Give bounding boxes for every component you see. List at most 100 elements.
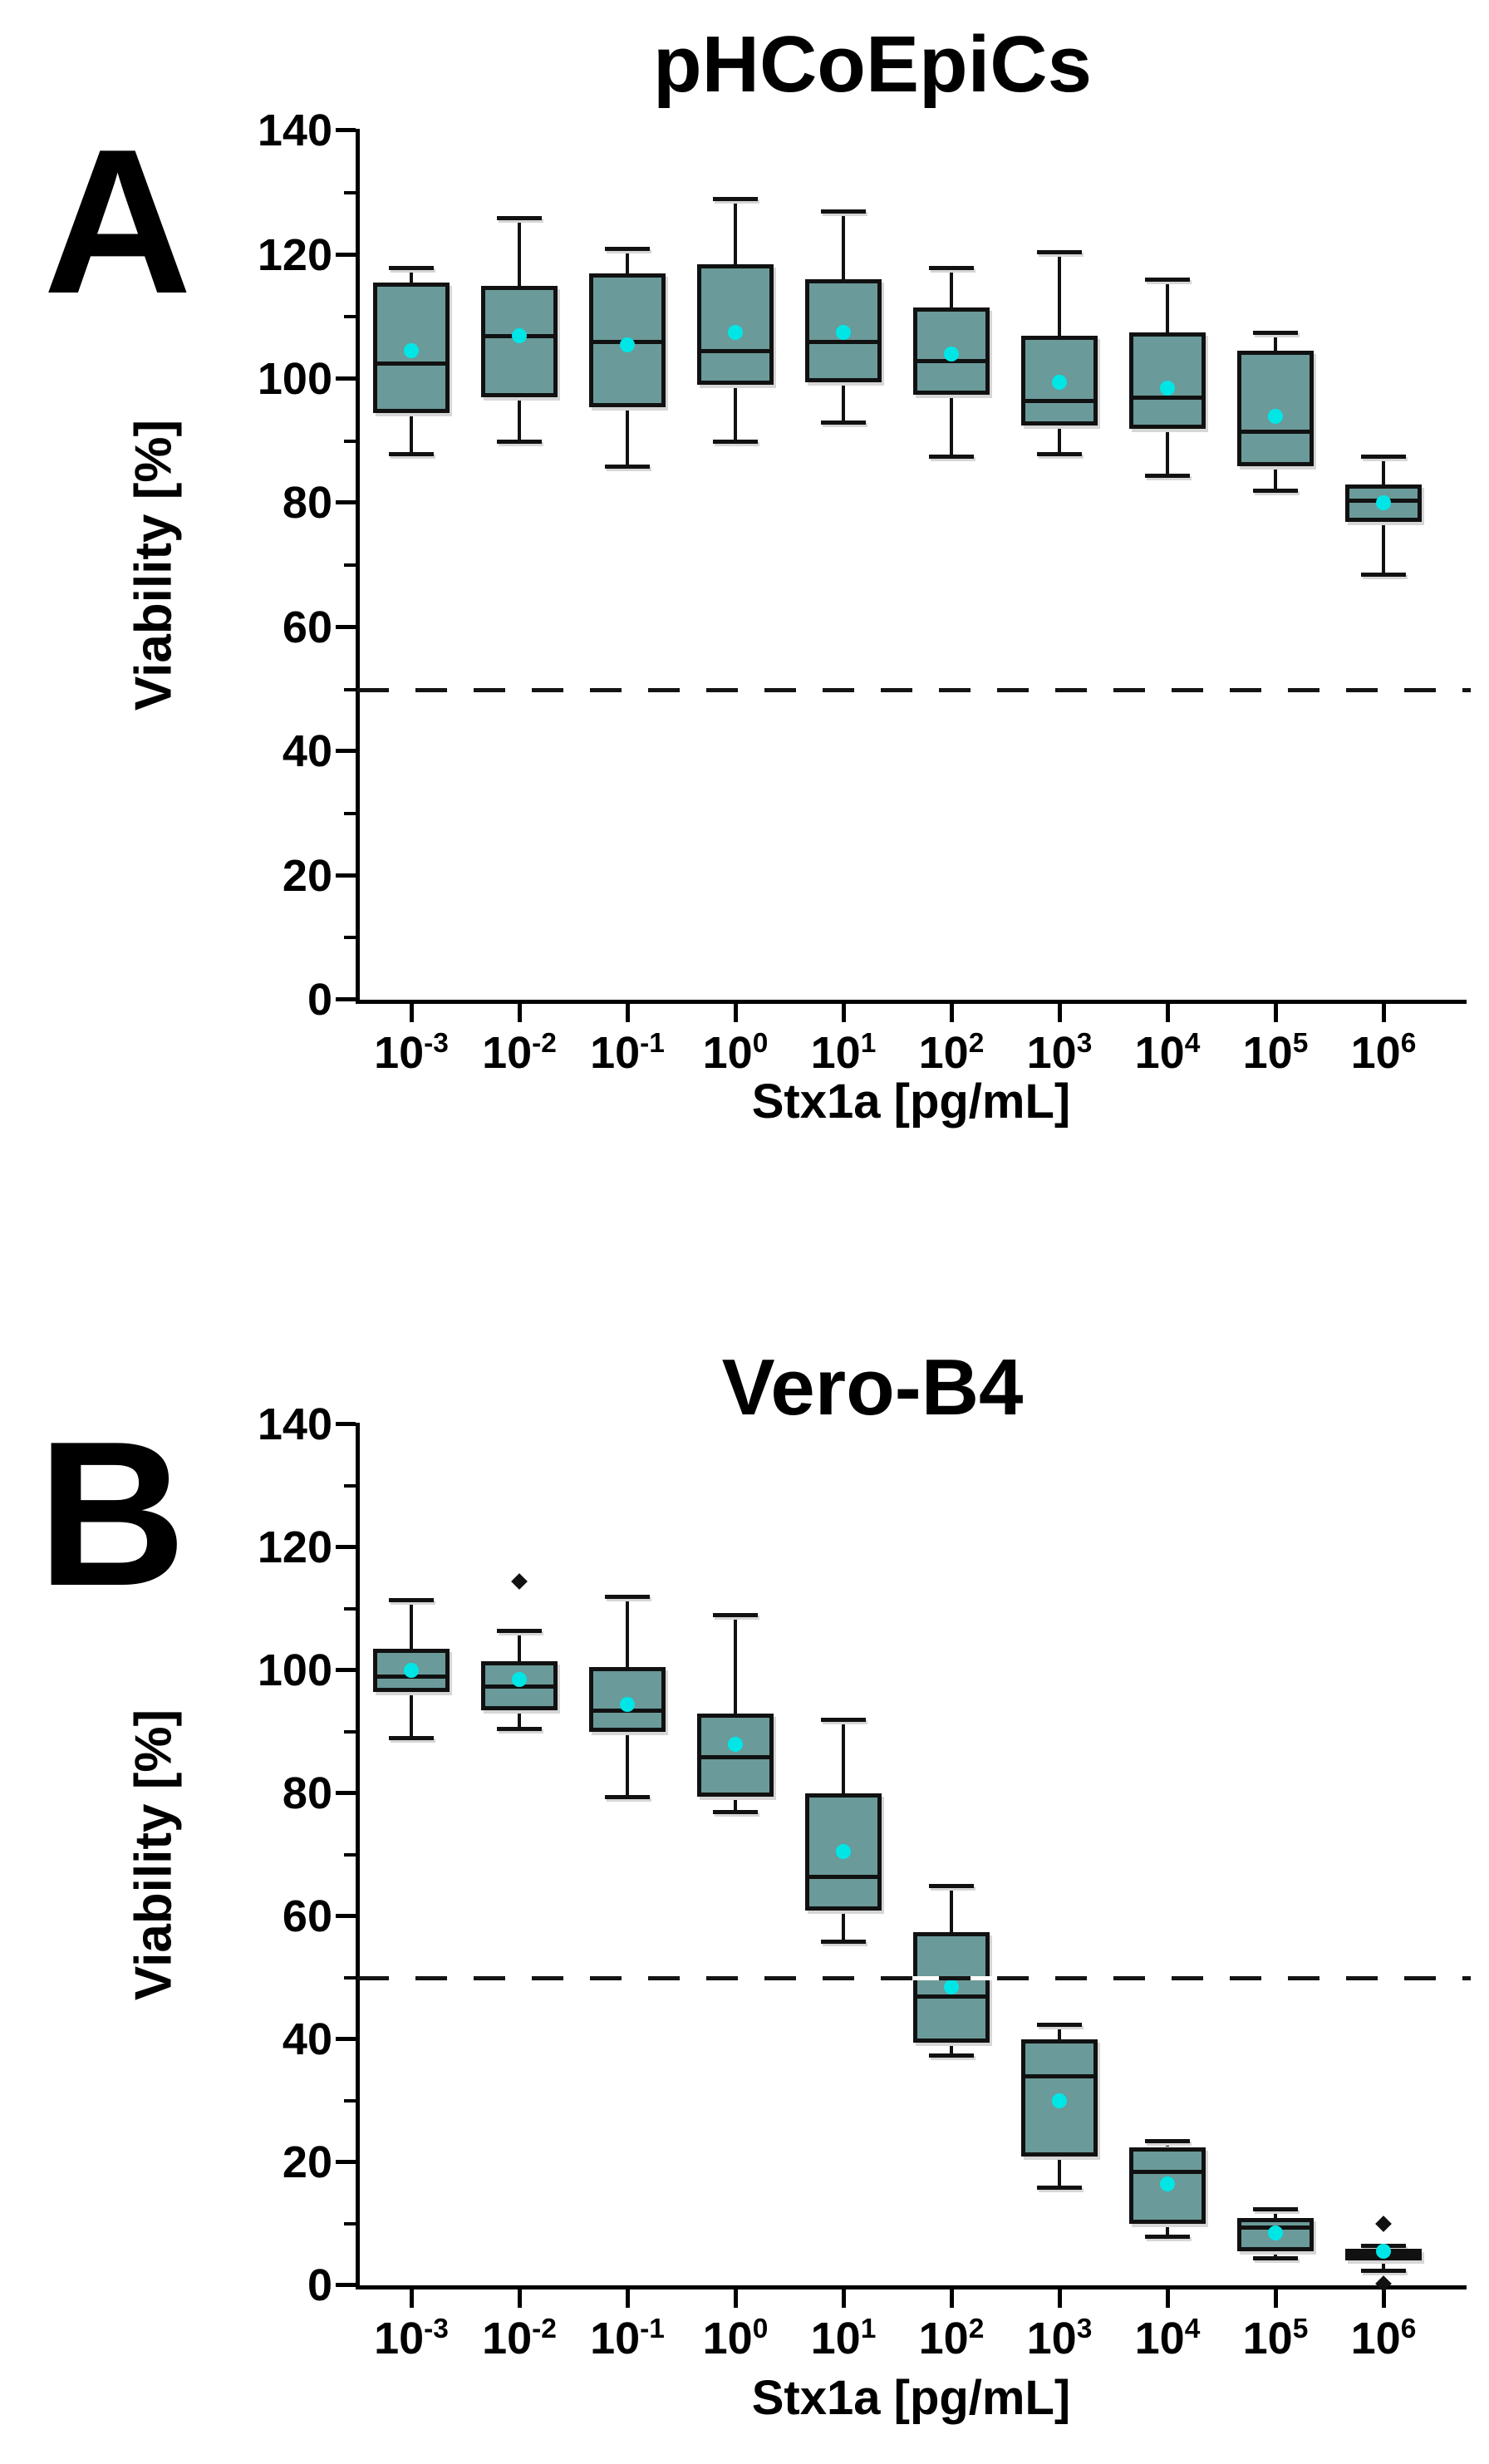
panel-a-x-tick-exponent: 1 [860, 1028, 877, 1059]
panel-a-upper-whisker [626, 248, 629, 273]
panel-a-upper-whisker-cap [1145, 278, 1190, 283]
panel-b-y-tick-label: 100 [257, 1645, 332, 1695]
panel-a-x-tick [1382, 1004, 1386, 1022]
panel-a-median-line [1023, 399, 1096, 404]
panel-b-x-tick [1382, 2289, 1386, 2308]
panel-a-mean-marker [836, 324, 851, 340]
panel-b-median-line [1131, 2170, 1204, 2175]
panel-a-lower-whisker-cap [929, 455, 974, 460]
panel-b-y-tick [336, 1791, 356, 1795]
panel-a-mean-marker [512, 327, 527, 343]
panel-a-y-tick [336, 997, 356, 1001]
panel-a-mean-marker [1376, 495, 1391, 511]
panel-b-x-tick-exponent: 2 [968, 2314, 985, 2344]
panel-b-x-tick [1166, 2289, 1170, 2308]
panel-a-y-tick-label: 100 [257, 354, 332, 404]
panel-a-x-tick-label: 103 [1026, 1028, 1093, 1078]
panel-b-lower-whisker [518, 1710, 521, 1729]
panel-b-x-tick-label: 104 [1134, 2314, 1201, 2363]
panel-a-x-tick [734, 1004, 738, 1022]
panel-b-letter: B [37, 1398, 187, 1629]
panel-a-x-tick-label: 100 [702, 1028, 769, 1078]
panel-a-y-axis [356, 129, 360, 1004]
panel-b-x-tick-exponent: -1 [640, 2314, 665, 2344]
panel-a-upper-whisker [518, 217, 521, 286]
panel-b-lower-whisker-cap [389, 1736, 434, 1741]
panel-a-box [913, 307, 990, 395]
panel-b-mean-marker [1052, 2093, 1067, 2108]
panel-b-x-tick-exponent: 3 [1076, 2314, 1093, 2344]
panel-b-y-tick-label: 140 [257, 1399, 332, 1449]
panel-b-lower-whisker [626, 1732, 629, 1797]
panel-a-upper-whisker [1274, 332, 1277, 352]
panel-b-upper-whisker-cap [497, 1628, 542, 1633]
panel-a-upper-whisker-cap [713, 197, 758, 202]
panel-b-y-minor-tick [344, 1853, 356, 1857]
panel-a-upper-whisker-cap [605, 247, 650, 252]
panel-a-upper-whisker-cap [929, 265, 974, 270]
panel-b-mean-marker [404, 1663, 419, 1678]
panel-b-upper-whisker-cap [929, 1884, 974, 1888]
panel-b-upper-whisker [410, 1599, 413, 1650]
panel-a-y-tick [336, 376, 356, 381]
panel-b-lower-whisker-cap [605, 1794, 650, 1799]
panel-a-lower-whisker-cap [1361, 573, 1406, 578]
panel-a-lower-whisker-cap [1253, 489, 1298, 494]
panel-a-box [697, 263, 774, 386]
panel-a-y-tick [336, 873, 356, 878]
panel-a-y-tick [336, 624, 356, 629]
panel-a-box [1237, 351, 1314, 466]
panel-a-x-tick-label: 10-2 [482, 1028, 557, 1078]
panel-b-x-tick [626, 2289, 630, 2308]
panel-a-y-tick-label: 40 [282, 726, 332, 777]
panel-a-lower-whisker [950, 394, 953, 457]
panel-a-upper-whisker [734, 199, 737, 264]
panel-a-x-tick-exponent: 0 [752, 1028, 769, 1059]
panel-a-x-tick-label: 10-1 [590, 1028, 665, 1078]
panel-b-lower-whisker-cap [497, 1727, 542, 1732]
panel-a-median-line [1131, 396, 1204, 401]
panel-a-lower-whisker-cap [497, 439, 542, 444]
panel-b-x-tick [950, 2289, 954, 2308]
panel-a-lower-whisker-cap [389, 451, 434, 456]
panel-b-x-tick-exponent: 1 [860, 2314, 877, 2344]
panel-b-y-tick [336, 2037, 356, 2041]
panel-a-lower-whisker [518, 397, 521, 441]
panel-a-upper-whisker [842, 211, 845, 280]
panel-a-x-tick-label: 105 [1242, 1028, 1309, 1078]
panel-b-y-minor-tick [344, 1730, 356, 1734]
panel-a-y-minor-tick [344, 315, 356, 319]
panel-b-mean-marker [512, 1672, 527, 1688]
panel-a-y-tick-label: 120 [257, 229, 332, 280]
panel-a-x-tick [842, 1004, 846, 1022]
panel-a-letter: A [43, 106, 193, 337]
panel-b-upper-whisker-cap [389, 1597, 434, 1602]
panel-a-x-tick [1274, 1004, 1278, 1022]
panel-b-mean-marker [836, 1844, 851, 1860]
panel-b-y-tick [336, 1668, 356, 1672]
panel-a-lower-whisker [410, 413, 413, 454]
panel-a-reference-line [357, 687, 1471, 692]
panel-b-x-tick [1274, 2289, 1278, 2308]
panel-b-upper-whisker-cap [821, 1718, 866, 1723]
panel-a-x-axis [356, 1000, 1467, 1004]
panel-a-upper-whisker-cap [1037, 249, 1082, 254]
panel-b-y-tick [336, 2283, 356, 2287]
panel-a-y-tick [336, 252, 356, 257]
panel-b-mean-marker [620, 1696, 635, 1712]
panel-a-mean-marker [1160, 381, 1175, 396]
panel-b-x-tick [410, 2289, 414, 2308]
panel-b-upper-whisker [1166, 2141, 1169, 2147]
panel-a-y-minor-tick [344, 811, 356, 815]
panel-a-y-axis-label: Viability [%] [125, 419, 183, 711]
panel-a-lower-whisker [842, 381, 845, 423]
panel-b-y-tick-label: 80 [282, 1768, 332, 1818]
panel-b-lower-whisker-cap [821, 1939, 866, 1944]
panel-a-median-line [375, 361, 448, 366]
panel-b-y-tick-label: 0 [307, 2260, 332, 2310]
panel-a-y-minor-tick [344, 936, 356, 940]
panel-a-median-line [1239, 430, 1312, 435]
panel-b-x-tick-label: 106 [1350, 2314, 1417, 2363]
panel-a-x-axis-label: Stx1a [pg/mL] [751, 1075, 1071, 1129]
panel-a-x-tick-exponent: -1 [640, 1028, 665, 1059]
